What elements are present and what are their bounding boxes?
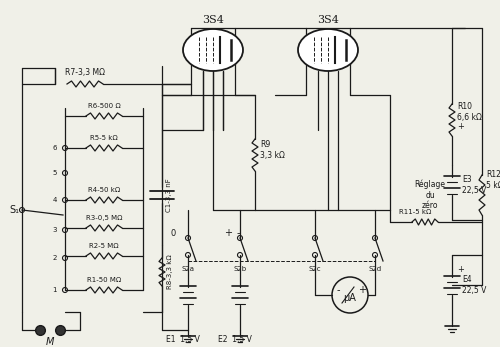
Text: -: - — [236, 228, 240, 238]
Text: R12
5 kΩ: R12 5 kΩ — [486, 170, 500, 190]
Circle shape — [186, 236, 190, 240]
Circle shape — [62, 288, 68, 293]
Text: R6-500 Ω: R6-500 Ω — [88, 103, 120, 109]
Circle shape — [312, 253, 318, 257]
Text: E4
22,5 V: E4 22,5 V — [462, 275, 486, 295]
Text: +: + — [457, 265, 464, 274]
Circle shape — [372, 236, 378, 240]
Text: 1: 1 — [52, 287, 57, 293]
Text: M: M — [46, 337, 54, 347]
Text: 3: 3 — [52, 227, 57, 233]
Circle shape — [372, 253, 378, 257]
Text: S₁: S₁ — [9, 205, 19, 215]
Circle shape — [62, 255, 68, 261]
Text: E2  1,5 V: E2 1,5 V — [218, 335, 252, 344]
Text: R3-0,5 MΩ: R3-0,5 MΩ — [86, 215, 122, 221]
Text: S2b: S2b — [234, 266, 246, 272]
Text: R9
3,3 kΩ: R9 3,3 kΩ — [260, 140, 285, 160]
Text: S2c: S2c — [308, 266, 322, 272]
Ellipse shape — [298, 29, 358, 71]
Text: 0: 0 — [170, 229, 175, 237]
Text: R8-3,3 kΩ: R8-3,3 kΩ — [167, 255, 173, 289]
Circle shape — [62, 228, 68, 232]
Text: R4-50 kΩ: R4-50 kΩ — [88, 187, 120, 193]
Circle shape — [62, 170, 68, 176]
Text: 3S4: 3S4 — [317, 15, 339, 25]
Text: -: - — [336, 285, 340, 295]
Text: +: + — [358, 285, 366, 295]
Text: +: + — [457, 121, 464, 130]
Text: 3S4: 3S4 — [202, 15, 224, 25]
Text: Réglage
du
zéro: Réglage du zéro — [414, 180, 446, 210]
Circle shape — [20, 208, 24, 212]
Text: 4: 4 — [52, 197, 57, 203]
Circle shape — [62, 197, 68, 203]
Text: 2: 2 — [52, 255, 57, 261]
Text: μA: μA — [344, 293, 356, 303]
Circle shape — [186, 253, 190, 257]
Text: 5: 5 — [52, 170, 57, 176]
Text: 6: 6 — [52, 145, 57, 151]
Text: R7-3,3 MΩ: R7-3,3 MΩ — [65, 68, 105, 77]
Circle shape — [238, 236, 242, 240]
Text: S2a: S2a — [182, 266, 194, 272]
Text: R2-5 MΩ: R2-5 MΩ — [89, 243, 119, 249]
Text: R5-5 kΩ: R5-5 kΩ — [90, 135, 118, 141]
Circle shape — [62, 145, 68, 151]
Circle shape — [312, 236, 318, 240]
Text: R11-5 kΩ: R11-5 kΩ — [399, 209, 431, 215]
Text: R10
6,6 kΩ: R10 6,6 kΩ — [457, 102, 482, 122]
Ellipse shape — [183, 29, 243, 71]
Circle shape — [238, 253, 242, 257]
Text: E3
22,5 V: E3 22,5 V — [462, 175, 486, 195]
Text: C1-3,3 nF: C1-3,3 nF — [166, 178, 172, 212]
Text: S2d: S2d — [368, 266, 382, 272]
Text: R1-50 MΩ: R1-50 MΩ — [87, 277, 121, 283]
Text: E1  1,5 V: E1 1,5 V — [166, 335, 200, 344]
Text: +: + — [224, 228, 232, 238]
